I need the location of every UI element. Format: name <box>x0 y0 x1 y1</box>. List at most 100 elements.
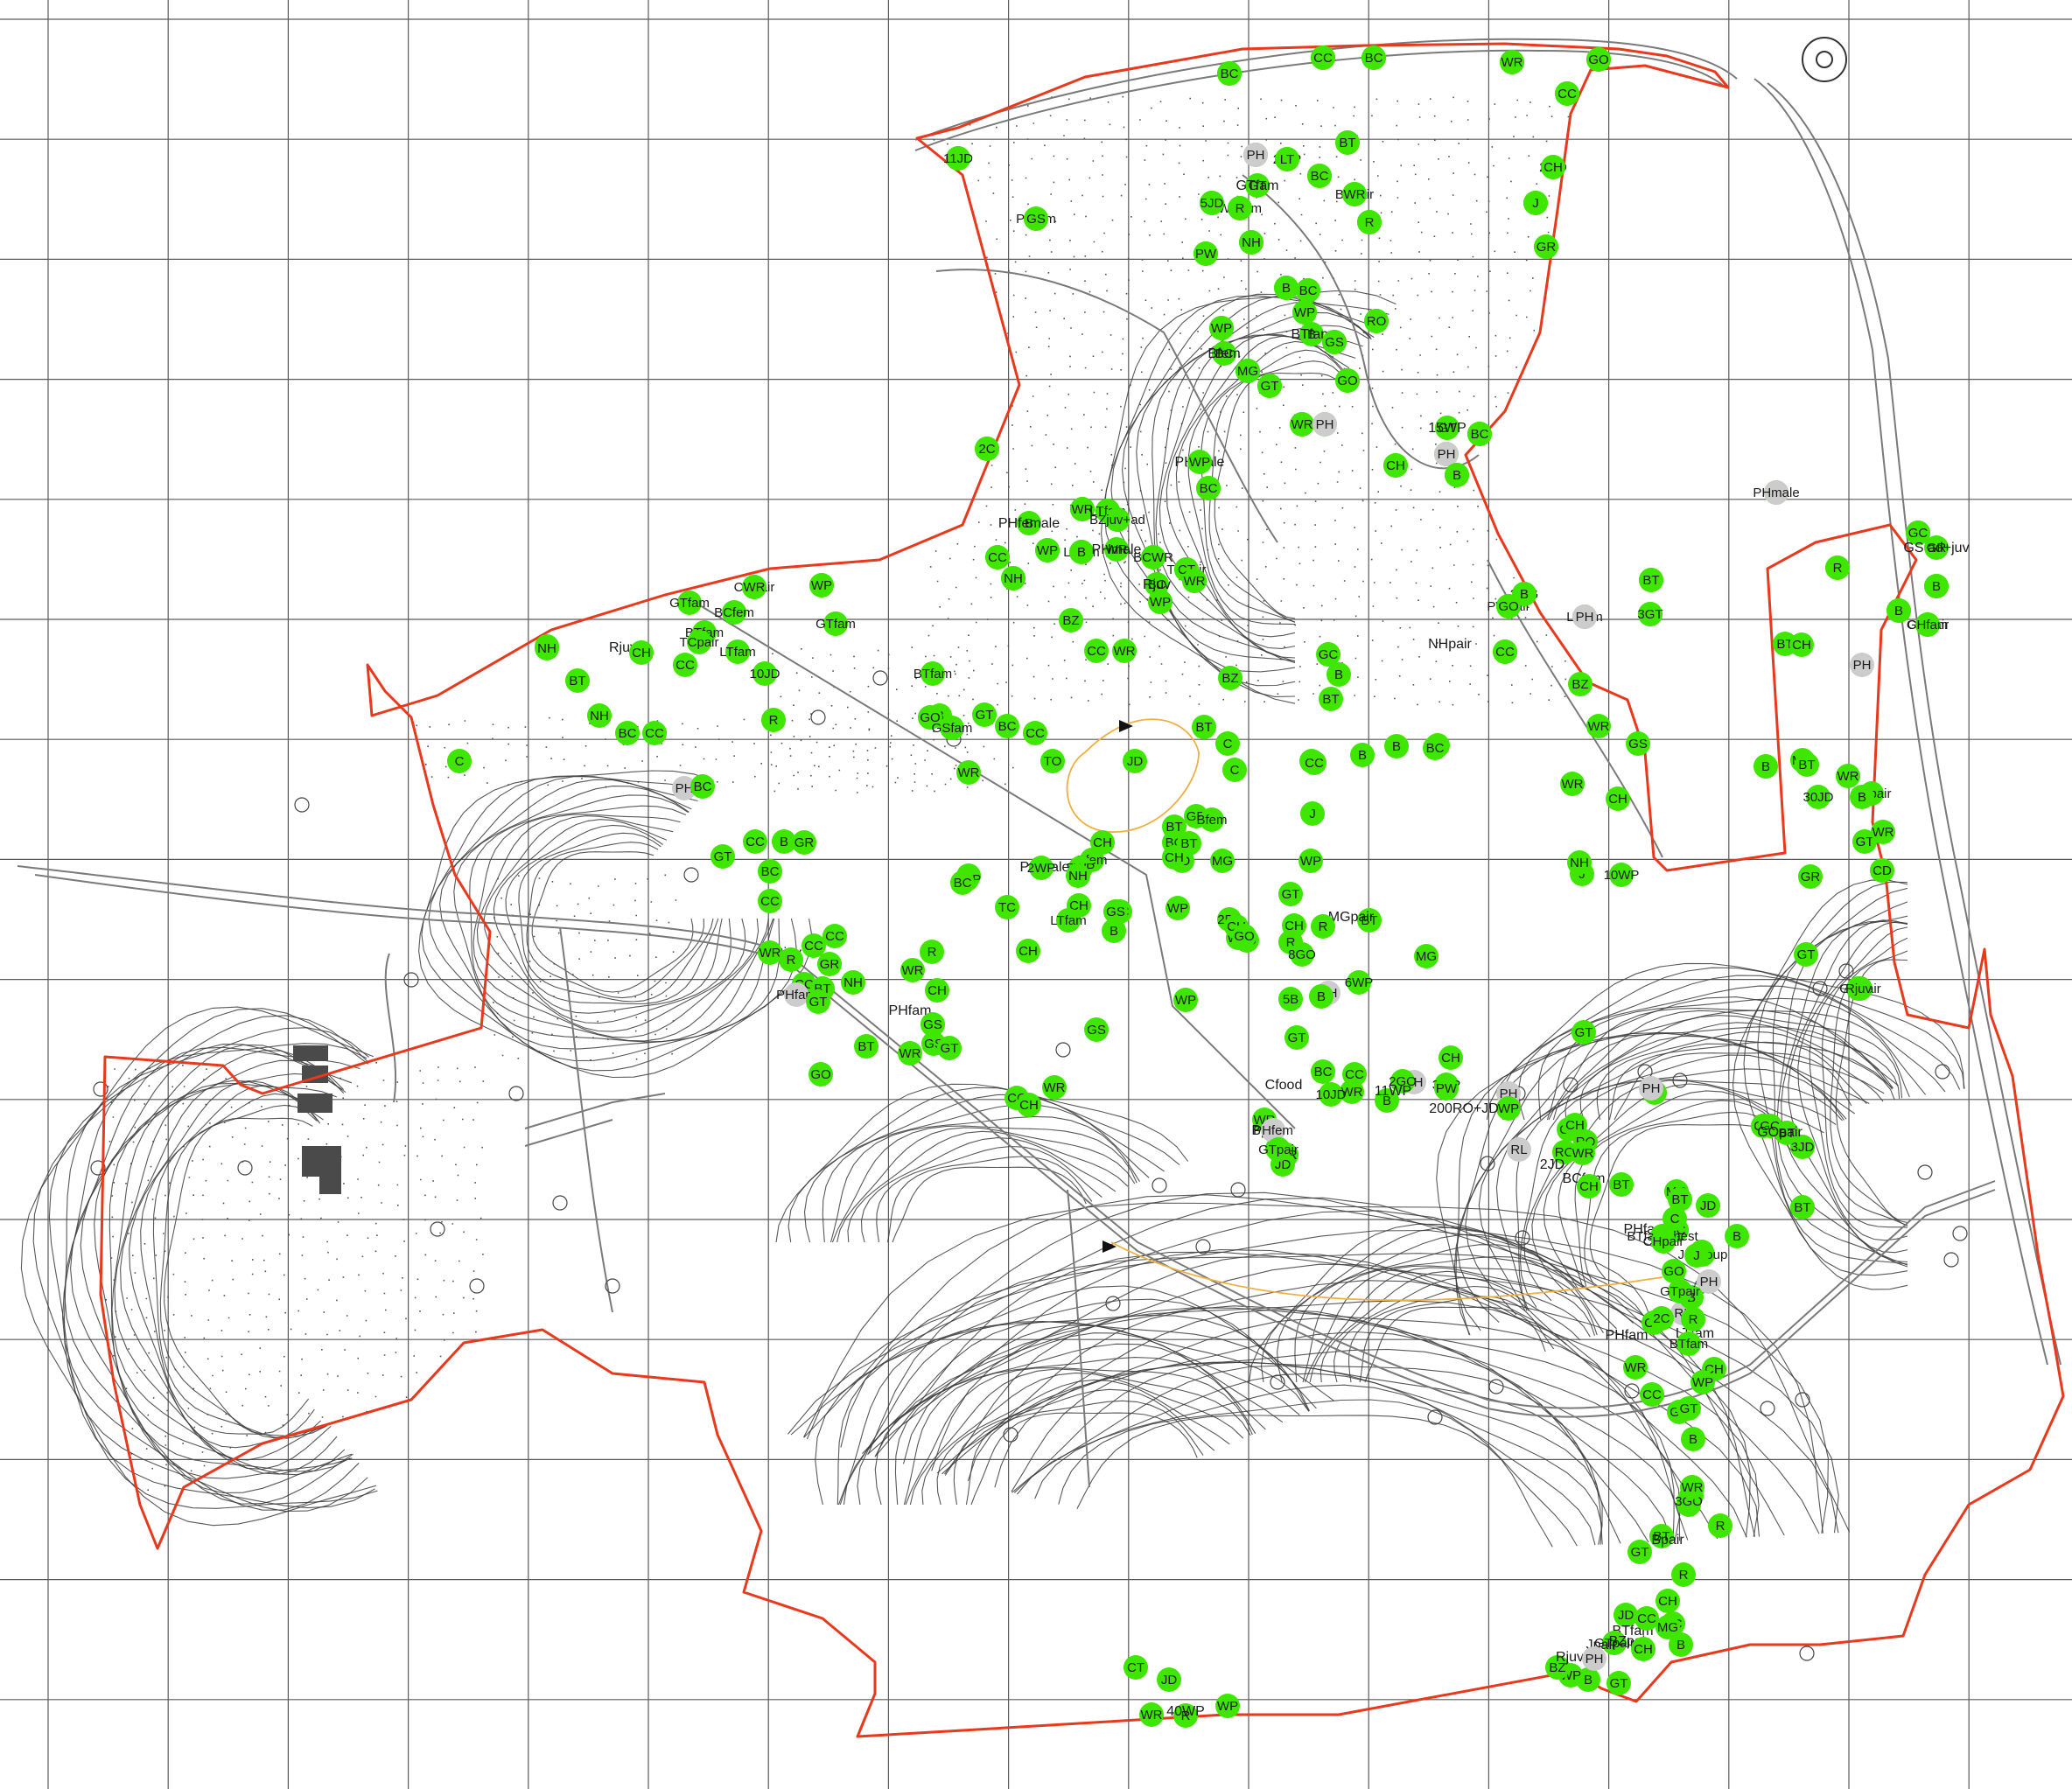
bird-record-marker: B <box>1069 540 1094 564</box>
green-circle-marker-icon <box>1300 801 1325 826</box>
bird-record-marker: R <box>1311 914 1335 939</box>
bird-record-marker: WR <box>1342 182 1367 206</box>
contour-line <box>1294 1244 1617 1383</box>
record-label: BT <box>1798 758 1815 772</box>
bird-record-marker: 2JD <box>1540 1157 1564 1172</box>
bird-record-marker: GO <box>918 705 942 730</box>
record-label: NHpair <box>1428 637 1472 652</box>
bird-record-marker: B <box>1681 1427 1705 1451</box>
record-label: WR <box>1044 1080 1066 1095</box>
bird-record-marker: 5B <box>1278 987 1303 1011</box>
record-label: GS <box>1628 737 1648 751</box>
bird-record-marker: GR <box>817 952 842 976</box>
record-label: B <box>1025 516 1033 531</box>
record-label: Rjuv <box>1143 577 1171 592</box>
green-circle-marker-icon <box>1124 1655 1148 1680</box>
contour-line <box>1302 1255 1604 1383</box>
bird-record-marker: BC <box>1296 278 1320 303</box>
scrub-stipple-areas <box>105 95 1570 1491</box>
record-label: 2JD <box>1540 1157 1564 1172</box>
bird-record-marker: MG <box>1414 944 1438 968</box>
green-circle-marker-icon <box>1662 1259 1686 1283</box>
green-circle-marker-icon <box>758 940 782 965</box>
record-label: CH <box>1441 1051 1460 1066</box>
green-circle-marker-icon <box>1210 849 1235 873</box>
green-circle-marker-icon <box>1640 1382 1664 1407</box>
record-label: GT <box>1856 835 1874 849</box>
contour-line <box>526 842 704 999</box>
record-label: BT <box>1776 637 1793 652</box>
contour-line <box>1517 975 1961 1121</box>
contour-line <box>860 1137 1116 1243</box>
roundabout-island <box>1816 51 1833 68</box>
green-circle-marker-icon <box>1496 1096 1521 1121</box>
bird-record-marker: BC <box>1423 736 1447 760</box>
bird-record-marker: WR <box>1104 537 1129 562</box>
contour-line <box>32 1008 378 1509</box>
bird-record-marker: B <box>1017 511 1041 535</box>
record-label: Cfood <box>1265 1078 1303 1093</box>
bird-record-marker: CHpair <box>1643 1229 1684 1254</box>
tree-symbol-icon <box>1795 1392 1810 1408</box>
bird-record-marker: BT <box>1357 908 1382 933</box>
tree-symbol-icon <box>1799 1646 1815 1661</box>
bird-record-marker: WP <box>1215 1694 1240 1718</box>
green-circle-marker-icon <box>1852 829 1877 854</box>
record-label: C <box>455 754 465 769</box>
green-circle-marker-icon <box>1656 1589 1680 1613</box>
direction-arrow-icon <box>1119 720 1133 732</box>
contour-line <box>787 1197 1839 1534</box>
bird-record-marker: BT <box>1335 130 1360 155</box>
bird-record-marker: CH <box>1090 830 1115 855</box>
record-label: MGpair <box>1328 910 1375 925</box>
building-footprint <box>293 1045 328 1061</box>
bird-record-marker: CH <box>1017 1093 1041 1117</box>
bird-record-marker: MGpair <box>1328 910 1375 925</box>
bird-record-marker: C <box>1662 1206 1687 1231</box>
record-label: CH <box>1019 1098 1039 1113</box>
green-circle-marker-icon <box>1541 155 1565 179</box>
grey-circle-marker-icon <box>1507 1137 1531 1162</box>
record-label: GT <box>1610 1676 1628 1691</box>
bird-record-marker: GT <box>937 1036 962 1060</box>
green-circle-marker-icon <box>687 630 711 654</box>
record-label: GR <box>820 957 840 972</box>
grey-circle-marker-icon <box>1261 1118 1285 1143</box>
bird-record-marker: GC <box>1906 521 1930 545</box>
green-circle-marker-icon <box>1639 568 1663 592</box>
green-circle-marker-icon <box>1651 1229 1676 1254</box>
record-label: CHpair <box>1643 1234 1684 1249</box>
bird-record-marker: 30JD <box>1802 785 1834 809</box>
green-circle-marker-icon <box>629 640 654 665</box>
record-label: 2C <box>1653 1311 1670 1326</box>
green-circle-marker-icon <box>1915 612 1940 637</box>
bird-record-marker: MG <box>1236 359 1260 383</box>
old-record-marker: PH <box>1572 604 1597 629</box>
green-circle-marker-icon <box>1523 191 1548 215</box>
record-label: CH <box>1658 1594 1677 1609</box>
green-circle-marker-icon <box>1500 50 1524 74</box>
green-circle-marker-icon <box>565 668 590 693</box>
record-label: PHfam <box>889 1003 932 1018</box>
green-circle-marker-icon <box>1292 300 1317 325</box>
bird-record-marker: WR <box>898 1041 922 1066</box>
tree-symbol-icon <box>683 867 699 883</box>
record-label: 10JD <box>749 667 780 681</box>
green-circle-marker-icon <box>1435 416 1460 440</box>
track-line <box>1767 82 2062 1366</box>
green-circle-marker-icon <box>1212 341 1236 366</box>
bird-record-marker: WR <box>1560 772 1585 796</box>
bird-record-marker: CH <box>1162 845 1186 870</box>
green-circle-marker-icon <box>1357 210 1382 234</box>
bird-record-marker: WR <box>900 958 925 982</box>
tree-symbol-icon <box>1152 1178 1167 1193</box>
record-label: CC <box>1026 726 1045 741</box>
bird-record-marker: WR <box>1182 569 1207 593</box>
record-label: CH <box>1284 919 1304 933</box>
bird-record-marker: J <box>1523 191 1548 215</box>
green-circle-marker-icon <box>1298 849 1323 873</box>
building-footprint <box>319 1177 341 1194</box>
bird-record-marker: WR <box>1871 820 1895 844</box>
record-label: 11JD <box>943 151 973 166</box>
bird-record-marker: BT <box>854 1034 878 1059</box>
